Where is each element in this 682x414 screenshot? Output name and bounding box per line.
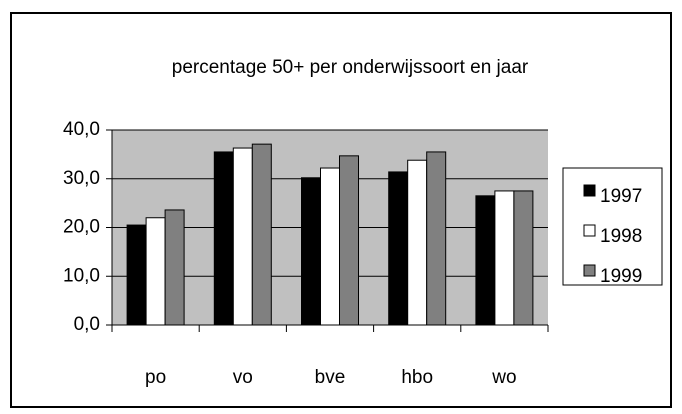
y-tick-label: 10,0	[63, 265, 100, 286]
x-tick-label: po	[145, 367, 166, 388]
bar	[126, 224, 147, 326]
bar	[251, 143, 272, 326]
y-tick-label: 30,0	[63, 168, 100, 189]
legend-label: 1998	[600, 226, 642, 247]
bar	[475, 195, 496, 326]
y-tick-label: 20,0	[63, 217, 100, 238]
legend-box	[562, 167, 663, 286]
x-tick-label: bve	[315, 367, 346, 388]
bar	[301, 177, 321, 326]
y-tick-label: 0,0	[74, 314, 100, 335]
bar	[164, 209, 185, 326]
x-tick-label: hbo	[401, 367, 433, 388]
legend-swatch	[583, 224, 596, 237]
legend-swatch	[583, 184, 596, 197]
bar	[407, 159, 428, 326]
legend-label: 1997	[600, 186, 642, 207]
bar	[145, 217, 166, 326]
bar	[232, 147, 253, 326]
x-tick-label: vo	[233, 367, 253, 388]
x-tick-label: wo	[491, 367, 516, 388]
y-tick-label: 40,0	[63, 119, 100, 140]
bar	[388, 171, 409, 326]
chart-title: percentage 50+ per onderwijssoort en jaa…	[172, 57, 529, 78]
legend-swatch	[583, 264, 596, 277]
bar	[213, 151, 234, 326]
bar	[426, 151, 447, 326]
legend-label: 1999	[600, 266, 642, 287]
bar	[513, 190, 534, 326]
bar	[494, 190, 515, 326]
bar	[339, 155, 359, 326]
bar	[320, 167, 340, 326]
